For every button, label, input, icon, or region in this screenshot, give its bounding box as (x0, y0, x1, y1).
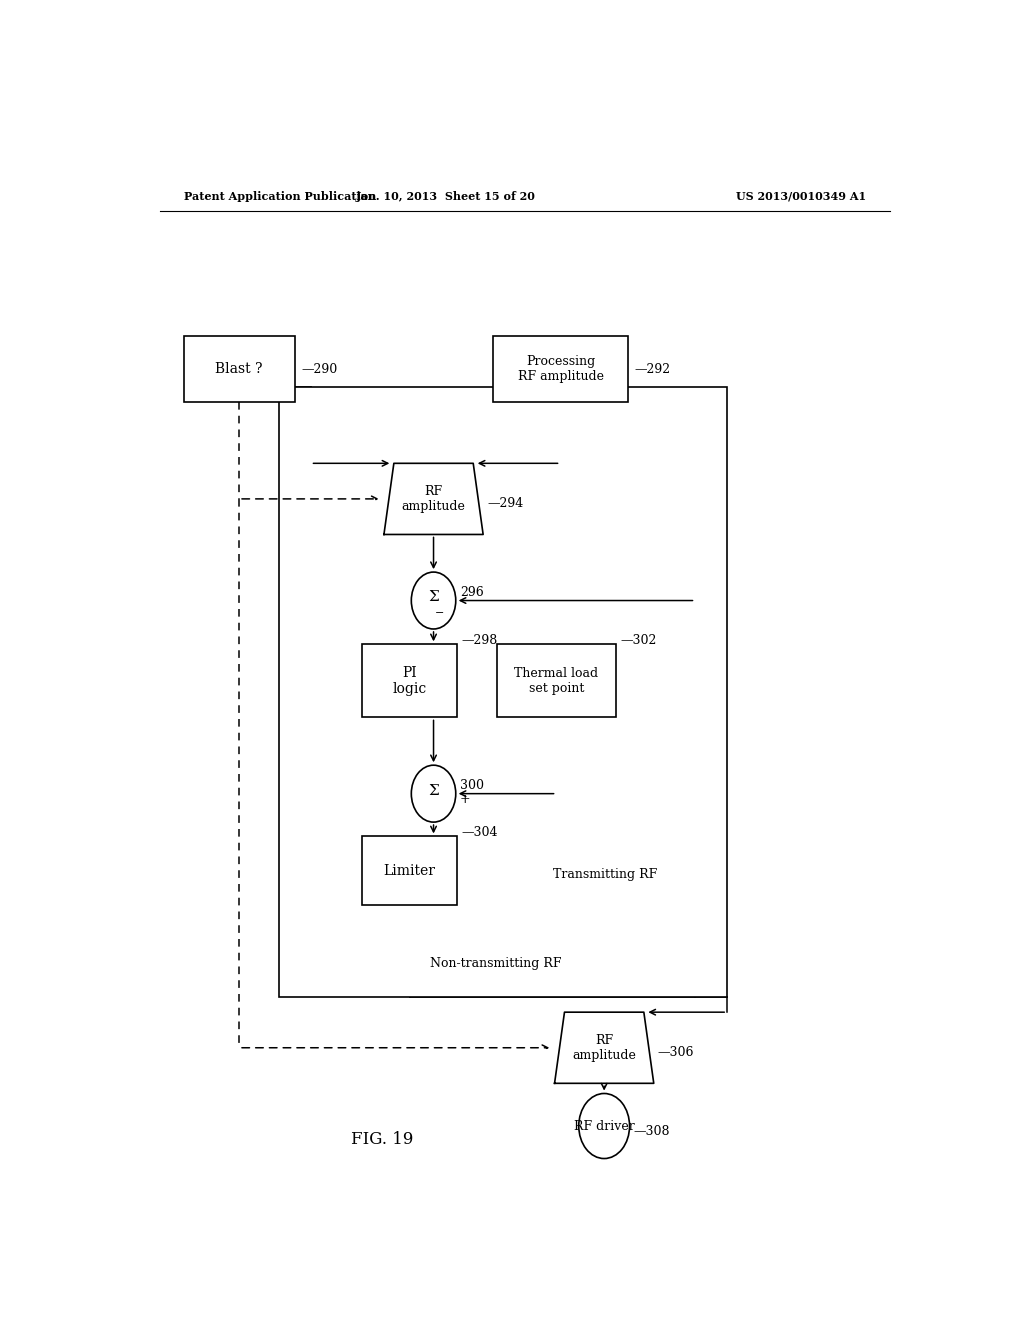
Text: Non-transmitting RF: Non-transmitting RF (430, 957, 561, 970)
Text: Transmitting RF: Transmitting RF (553, 869, 656, 882)
Text: —290: —290 (301, 363, 337, 376)
Text: Limiter: Limiter (384, 863, 436, 878)
Text: Patent Application Publication: Patent Application Publication (183, 190, 376, 202)
Bar (494, 337, 628, 403)
Text: US 2013/0010349 A1: US 2013/0010349 A1 (736, 190, 866, 202)
Bar (362, 837, 458, 906)
Polygon shape (555, 1012, 653, 1084)
Text: PI
logic: PI logic (392, 665, 427, 696)
Text: —304: —304 (461, 826, 498, 838)
Text: Processing
RF amplitude: Processing RF amplitude (517, 355, 603, 383)
Text: —298: —298 (461, 634, 498, 647)
Circle shape (579, 1093, 630, 1159)
Circle shape (412, 766, 456, 822)
Polygon shape (384, 463, 483, 535)
Bar (183, 337, 295, 403)
Text: —302: —302 (620, 634, 656, 647)
Bar (279, 387, 727, 997)
Text: Jan. 10, 2013  Sheet 15 of 20: Jan. 10, 2013 Sheet 15 of 20 (355, 190, 536, 202)
Text: —294: —294 (487, 498, 523, 511)
Text: Σ: Σ (428, 784, 439, 797)
Text: RF
amplitude: RF amplitude (401, 484, 466, 513)
Text: Blast ?: Blast ? (215, 362, 263, 376)
Text: 296: 296 (460, 586, 483, 599)
Text: Thermal load
set point: Thermal load set point (514, 667, 599, 694)
Text: —306: —306 (657, 1047, 694, 1060)
Circle shape (412, 572, 456, 630)
Text: +: + (460, 793, 470, 807)
Bar (362, 644, 458, 718)
Text: Σ: Σ (428, 590, 439, 605)
Text: −: − (435, 607, 444, 618)
Text: 300: 300 (460, 779, 483, 792)
Text: —292: —292 (634, 363, 671, 376)
Text: RF
amplitude: RF amplitude (572, 1034, 636, 1061)
Text: —308: —308 (634, 1125, 670, 1138)
Text: RF driver: RF driver (573, 1119, 635, 1133)
Bar (497, 644, 616, 718)
Text: FIG. 19: FIG. 19 (351, 1131, 413, 1147)
